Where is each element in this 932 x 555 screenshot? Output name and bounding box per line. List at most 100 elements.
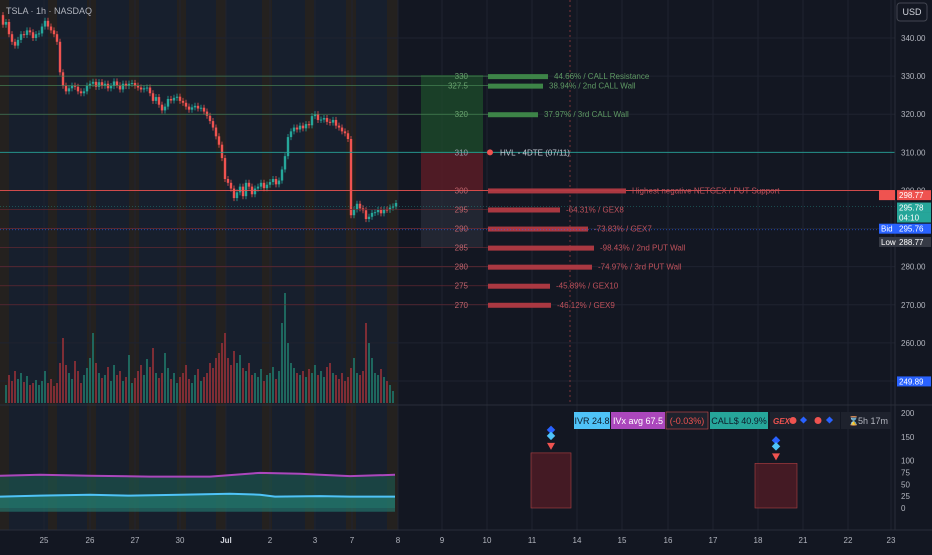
indicator-tick: 200 (901, 409, 915, 418)
volume-bar (326, 367, 328, 403)
volume-bar (260, 369, 262, 403)
volume-bar (251, 375, 253, 403)
currency-label: USD (902, 7, 922, 17)
candle-body (349, 138, 353, 216)
candle-body (10, 34, 14, 42)
candle-body (103, 83, 107, 86)
calls-badge: CALL$ 40.9% (710, 412, 768, 429)
volume-bar (74, 361, 76, 403)
volume-bar (173, 373, 175, 403)
support-price-tag-bg (897, 376, 931, 387)
indicator-axis: 200 150 100 75 50 25 0 (901, 409, 915, 513)
volume-bar (323, 377, 325, 403)
volume-bar (245, 371, 247, 403)
indicator-pane (0, 425, 798, 512)
gex-bar (488, 283, 550, 289)
currency-button[interactable]: USD (896, 2, 928, 22)
gex-level-label: 37.97% / 3rd CALL Wall (544, 110, 629, 119)
indicator-tick: 150 (901, 433, 915, 442)
volume-bar (71, 379, 73, 403)
candle-body (295, 127, 299, 130)
candle-body (211, 121, 215, 128)
volume-bar (299, 375, 301, 403)
volume-bar (155, 373, 157, 403)
put-support-tag: 298.77 (899, 191, 924, 200)
volume-bar (11, 381, 13, 403)
candle-body (226, 179, 230, 183)
candle-body (376, 209, 380, 213)
volume-bar (311, 373, 313, 403)
volume-bar (20, 373, 22, 403)
premarket-band (87, 0, 96, 530)
volume-bar (134, 378, 136, 403)
candle-body (49, 26, 53, 31)
event-diamond-icon (546, 431, 556, 441)
volume-bar (284, 293, 286, 403)
candle-body (163, 106, 167, 111)
volume-bar (359, 375, 361, 403)
time-tick: 7 (350, 536, 355, 545)
time-tick: 16 (664, 536, 673, 545)
volume-bar (383, 377, 385, 403)
volume-bar (95, 363, 97, 403)
candle-body (322, 118, 326, 120)
volume-bar (110, 381, 112, 403)
gex-diamond-icon (799, 416, 808, 424)
candle-body (271, 179, 275, 183)
candle-body (247, 182, 251, 187)
indicator-tick: 0 (901, 504, 906, 513)
volume-bar (266, 375, 268, 403)
candle-body (25, 30, 29, 35)
time-tick: 17 (709, 536, 718, 545)
low-price-tag-bg (897, 236, 931, 247)
candle-body (358, 203, 362, 209)
put-support-marker (879, 190, 895, 201)
gex-bar (488, 207, 560, 213)
volume-bar (263, 381, 265, 403)
premarket-band (346, 0, 356, 530)
premarket-band (262, 0, 272, 530)
candle-body (379, 209, 383, 214)
volume-bar (242, 368, 244, 403)
volume-bar (161, 373, 163, 403)
gex-level-label: Highest negative NETGEX / PUT Support (632, 186, 780, 195)
candle-body (46, 20, 50, 27)
candle-body (208, 115, 212, 122)
volume-bar (176, 383, 178, 403)
countdown-tag: 04:10 (899, 214, 920, 223)
premarket-band (387, 0, 398, 530)
candle-body (76, 86, 80, 92)
candle-body (88, 83, 92, 86)
candle-body (175, 96, 179, 98)
time-tick: 11 (528, 536, 537, 545)
gex-level-label: -45.89% / GEX10 (556, 282, 619, 291)
volume-bar (296, 373, 298, 403)
volume-bar (146, 359, 148, 403)
candle-body (85, 85, 89, 92)
put-zone (421, 191, 483, 248)
candle-body (91, 81, 95, 84)
gex-level-label: HVL ◦ 4DTE (07/11) (500, 148, 570, 157)
candle-body (34, 34, 38, 38)
candle-body (364, 210, 368, 220)
strike-label: 275 (455, 282, 469, 291)
candle-body (331, 119, 335, 123)
premarket-band (177, 0, 186, 530)
gex-text: GEX (773, 417, 791, 426)
candle-body (388, 207, 392, 210)
volume-bar (374, 373, 376, 403)
session-band (139, 0, 177, 530)
hvl-dot-icon (487, 149, 493, 156)
candle-body (289, 131, 293, 138)
candle-body (202, 107, 206, 112)
time-tick: 22 (844, 536, 853, 545)
volume-bar (227, 358, 229, 403)
strike-label: 270 (455, 301, 469, 310)
session-shading (0, 0, 398, 530)
candle-body (109, 86, 113, 89)
volume-bar (143, 375, 145, 403)
volume-bar (221, 343, 223, 403)
time-tick: 8 (396, 536, 401, 545)
volume-bar (257, 377, 259, 403)
